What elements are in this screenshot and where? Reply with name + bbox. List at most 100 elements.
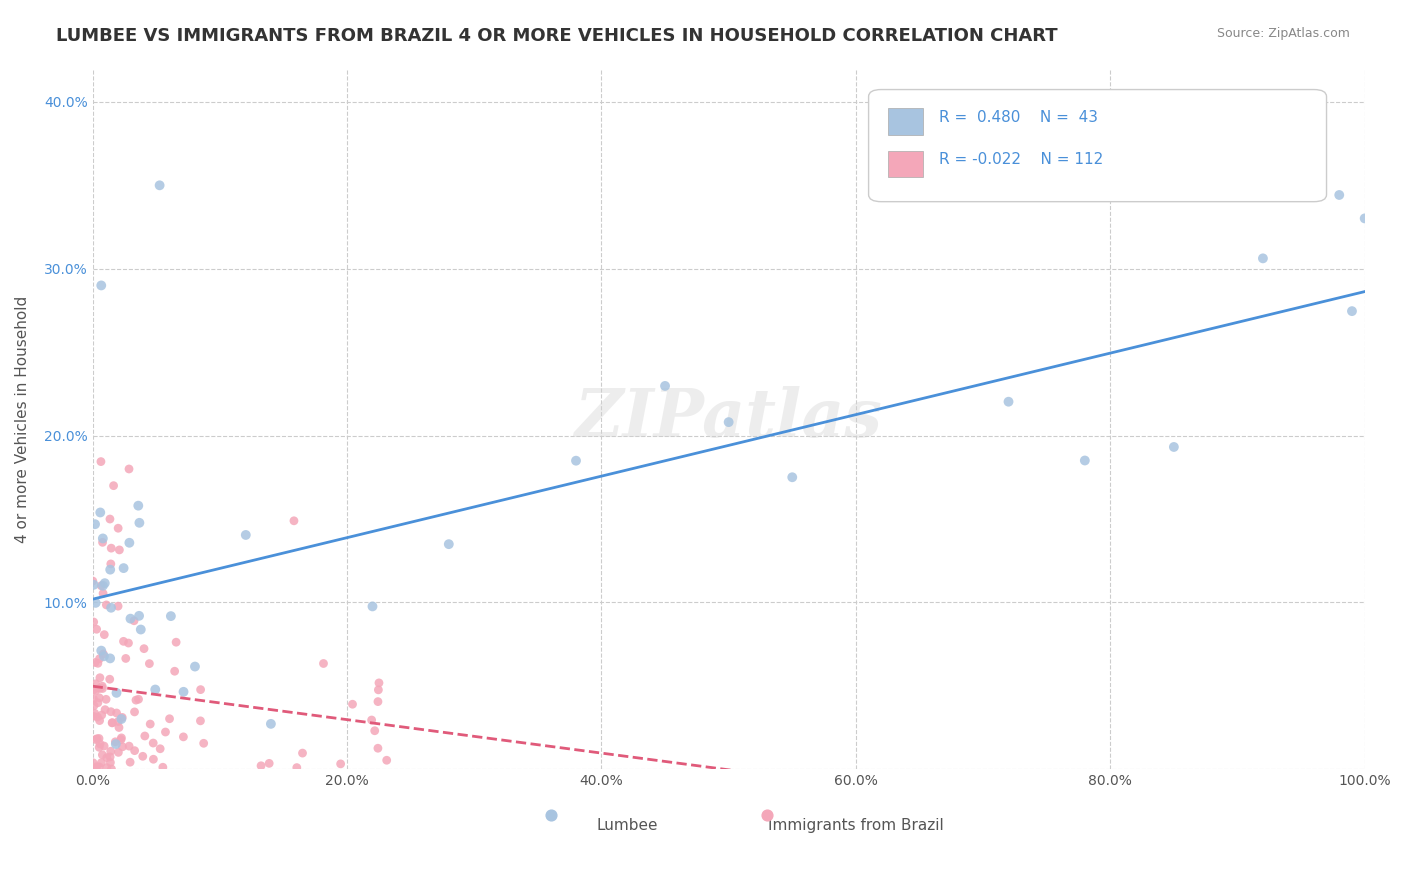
Text: LUMBEE VS IMMIGRANTS FROM BRAZIL 4 OR MORE VEHICLES IN HOUSEHOLD CORRELATION CHA: LUMBEE VS IMMIGRANTS FROM BRAZIL 4 OR MO… bbox=[56, 27, 1057, 45]
Point bbox=[134, 729, 156, 743]
Point bbox=[90, 708, 112, 723]
Point bbox=[717, 415, 740, 429]
FancyBboxPatch shape bbox=[869, 89, 1326, 202]
Point bbox=[90, 756, 112, 770]
Point bbox=[83, 706, 105, 721]
Point bbox=[132, 749, 155, 764]
Point bbox=[90, 643, 112, 657]
Point bbox=[83, 698, 105, 713]
Point bbox=[367, 682, 389, 697]
Point bbox=[118, 739, 141, 753]
Point bbox=[107, 521, 129, 535]
Point bbox=[89, 740, 111, 755]
Point bbox=[105, 706, 128, 720]
Point bbox=[257, 756, 280, 771]
Point bbox=[89, 506, 111, 520]
Point bbox=[149, 741, 172, 756]
Point bbox=[117, 636, 139, 650]
Point bbox=[93, 627, 115, 641]
FancyBboxPatch shape bbox=[887, 109, 924, 135]
Point bbox=[87, 696, 110, 710]
Point bbox=[89, 737, 111, 751]
Point bbox=[114, 651, 136, 665]
Point bbox=[98, 563, 121, 577]
Point bbox=[110, 732, 132, 747]
Point bbox=[364, 723, 387, 738]
Point bbox=[111, 739, 134, 754]
Point bbox=[91, 579, 114, 593]
Point bbox=[165, 635, 187, 649]
Point bbox=[1251, 252, 1274, 266]
Point bbox=[375, 753, 398, 767]
Text: Lumbee: Lumbee bbox=[596, 818, 658, 833]
Point bbox=[98, 750, 121, 764]
Point bbox=[124, 744, 146, 758]
Point bbox=[160, 609, 183, 624]
Point bbox=[84, 683, 107, 698]
Text: ZIPatlas: ZIPatlas bbox=[575, 386, 883, 451]
Point bbox=[368, 676, 391, 690]
Point bbox=[139, 717, 162, 731]
Point bbox=[90, 579, 112, 593]
Point bbox=[100, 756, 122, 770]
Point bbox=[128, 516, 150, 530]
Point bbox=[149, 178, 172, 193]
Point bbox=[361, 599, 384, 614]
Point bbox=[100, 541, 122, 556]
Point bbox=[98, 672, 121, 686]
Point bbox=[142, 752, 165, 766]
Point bbox=[329, 756, 352, 771]
Point bbox=[128, 692, 150, 706]
Point bbox=[104, 737, 127, 751]
Point bbox=[84, 677, 107, 691]
Point bbox=[342, 697, 364, 711]
Point bbox=[190, 714, 212, 728]
Point bbox=[82, 691, 104, 706]
Point bbox=[91, 532, 114, 546]
Point bbox=[125, 693, 148, 707]
Point bbox=[291, 746, 314, 760]
Point bbox=[118, 535, 141, 549]
Point bbox=[132, 641, 155, 656]
Point bbox=[96, 750, 118, 764]
Point bbox=[235, 528, 257, 542]
Point bbox=[93, 739, 115, 753]
Point bbox=[89, 760, 111, 774]
Point bbox=[83, 615, 105, 629]
Point bbox=[120, 755, 142, 769]
Point bbox=[565, 453, 588, 467]
Point bbox=[260, 717, 283, 731]
Point bbox=[86, 760, 108, 774]
Point bbox=[997, 394, 1019, 409]
Point bbox=[173, 685, 195, 699]
Point bbox=[152, 760, 174, 774]
Point bbox=[91, 747, 114, 762]
Point bbox=[780, 470, 803, 484]
Point bbox=[138, 657, 160, 671]
Point bbox=[128, 608, 150, 623]
Point bbox=[101, 715, 124, 730]
Point bbox=[89, 681, 111, 696]
Point bbox=[91, 535, 114, 549]
Point bbox=[122, 614, 145, 628]
Point bbox=[96, 598, 118, 612]
Point bbox=[100, 744, 122, 758]
Point bbox=[87, 731, 110, 746]
Point bbox=[110, 712, 132, 726]
Point bbox=[94, 692, 117, 706]
Point bbox=[367, 695, 389, 709]
Point bbox=[654, 379, 676, 393]
Point bbox=[367, 741, 389, 756]
Point bbox=[93, 649, 115, 664]
Point bbox=[190, 682, 212, 697]
Point bbox=[84, 732, 107, 747]
Point bbox=[86, 731, 108, 746]
FancyBboxPatch shape bbox=[887, 151, 924, 178]
Point bbox=[112, 561, 135, 575]
Point bbox=[89, 714, 111, 728]
Point bbox=[107, 714, 129, 729]
Point bbox=[142, 736, 165, 750]
Point bbox=[172, 730, 194, 744]
Point bbox=[91, 586, 114, 600]
Point bbox=[1329, 188, 1351, 202]
